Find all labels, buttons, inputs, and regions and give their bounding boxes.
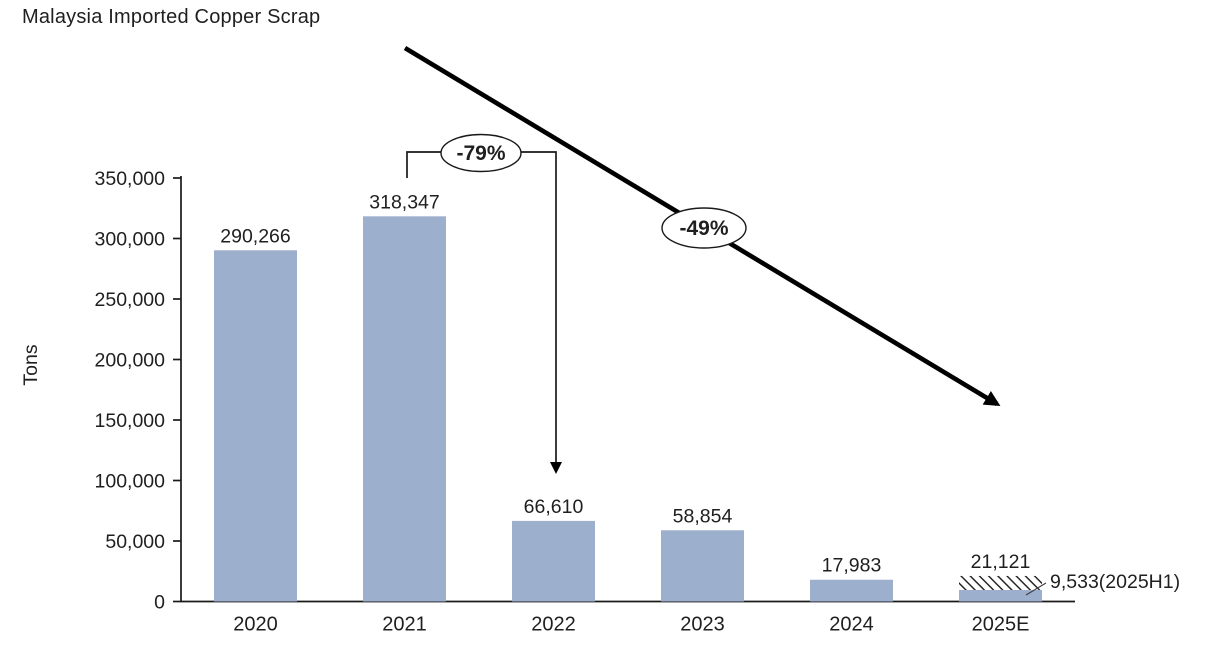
y-tick-label: 150,000 (95, 410, 166, 432)
x-axis-label: 2025E (972, 614, 1030, 636)
bar-estimate-hatched-segment (959, 575, 1042, 590)
y-axis-title: Tons (20, 344, 42, 385)
trend-callout-bubble (661, 207, 747, 249)
drop-callout-label: -79% (456, 142, 505, 165)
bar (214, 250, 297, 602)
x-axis-label: 2024 (829, 614, 874, 636)
y-tick-label: 350,000 (95, 168, 166, 190)
bar-value-label: 58,854 (673, 505, 733, 527)
bar-value-label: 290,266 (220, 225, 291, 247)
plot-area: Tons 0 50,000 100,000 150,000 200,000 250,000… (20, 168, 1180, 636)
bar-value-label: 17,983 (822, 555, 882, 577)
x-axis-label: 2020 (233, 614, 278, 636)
bar (810, 579, 893, 602)
y-tick-label: 0 (154, 592, 165, 614)
bar (363, 216, 446, 602)
h1-value-label: 9,533(2025H1) (1050, 571, 1180, 593)
y-tick-label: 300,000 (95, 229, 166, 251)
x-axis-label: 2021 (382, 614, 427, 636)
y-tick-label: 250,000 (95, 289, 166, 311)
annotations: -49% -79% (403, 46, 1001, 474)
chart-title: Malaysia Imported Copper Scrap (22, 6, 321, 28)
bar (512, 520, 595, 602)
h1-label-leader-line (1025, 582, 1047, 596)
drop-callout-bubble (440, 133, 522, 173)
trend-callout-label: -49% (679, 217, 728, 240)
x-axis-label: 2022 (531, 614, 576, 636)
y-tick-label: 100,000 (95, 471, 166, 493)
x-axis-label: 2023 (680, 614, 725, 636)
bar-value-label: 66,610 (524, 496, 584, 518)
y-tick-label: 50,000 (105, 531, 165, 553)
bar (661, 530, 744, 602)
bar-value-label: 318,347 (369, 191, 440, 213)
y-tick-label: 200,000 (95, 350, 166, 372)
bar-actual-segment (959, 589, 1042, 602)
bar-value-label: 21,121 (971, 551, 1031, 573)
